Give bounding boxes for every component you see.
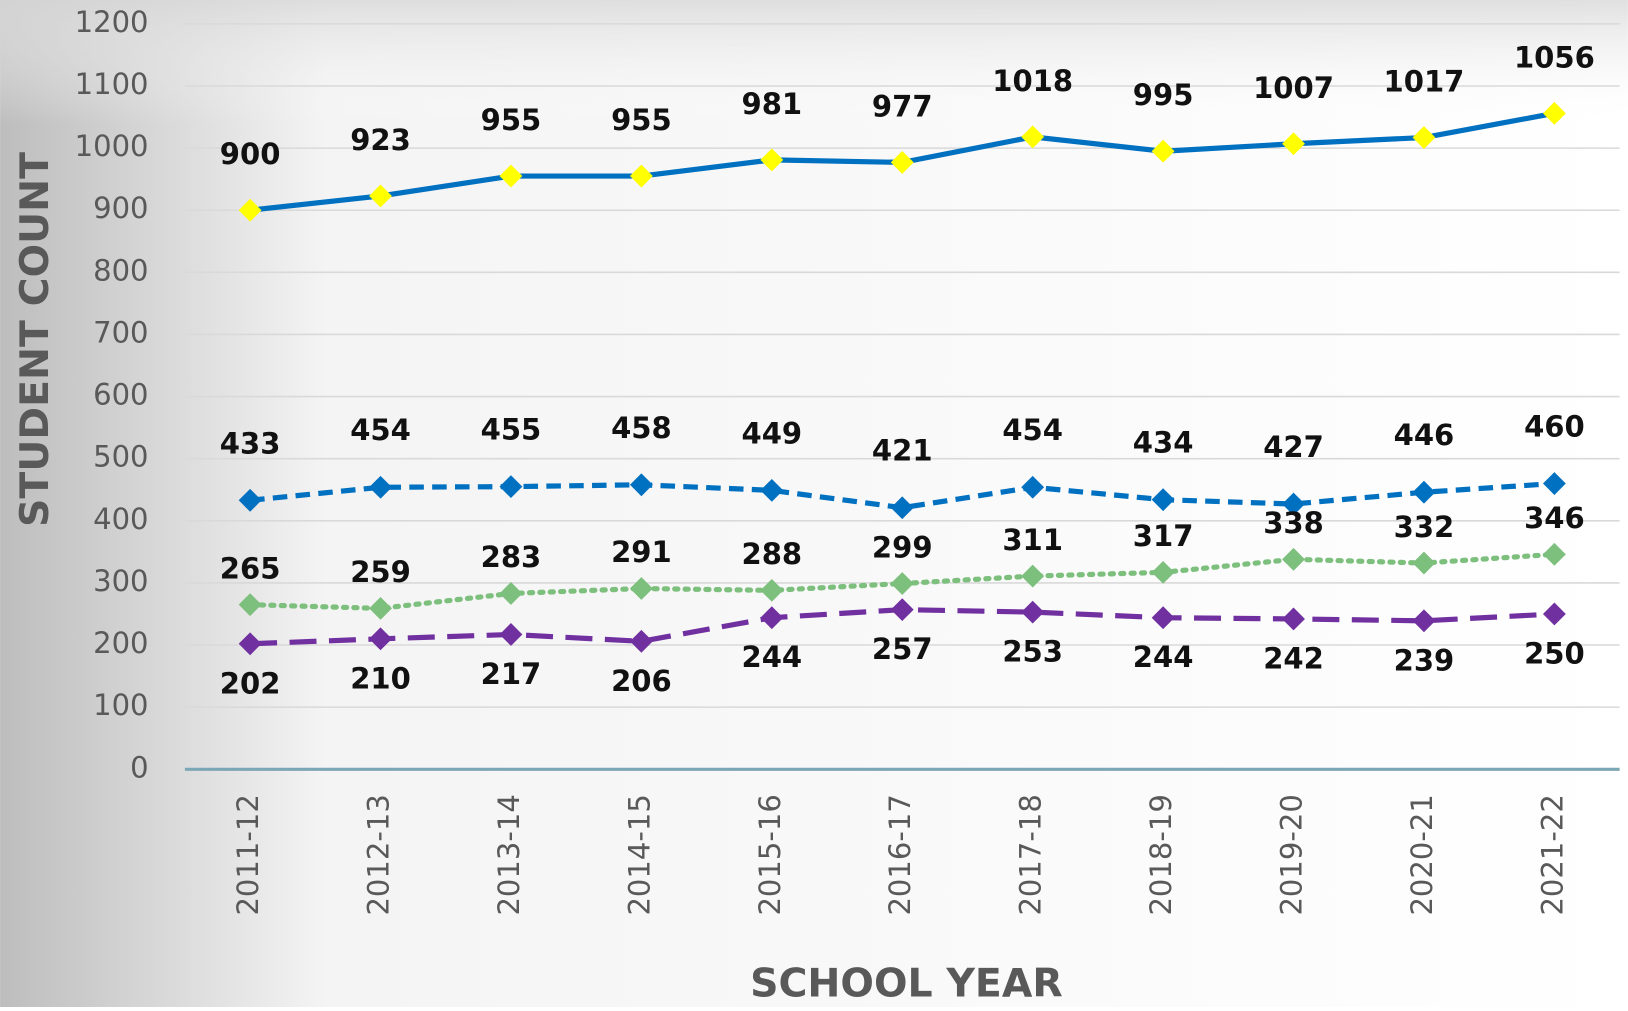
data-label: 217 (481, 657, 542, 691)
data-label: 1018 (992, 64, 1073, 98)
x-tick-label: 2021-22 (1535, 794, 1569, 915)
y-tick-label: 700 (93, 315, 148, 349)
y-tick-label: 200 (93, 626, 148, 660)
data-label: 283 (481, 540, 542, 574)
data-label: 244 (1133, 640, 1194, 674)
data-label: 460 (1524, 410, 1585, 444)
y-tick-label: 1100 (75, 67, 149, 101)
y-tick-label: 1200 (75, 5, 149, 39)
data-label: 1007 (1253, 71, 1334, 105)
x-tick-label: 2014-15 (622, 794, 656, 915)
data-label: 995 (1133, 78, 1194, 112)
data-label: 434 (1133, 426, 1194, 460)
data-label: 421 (872, 434, 933, 468)
data-label: 923 (350, 123, 411, 157)
x-tick-label: 2011-12 (231, 794, 265, 915)
data-label: 253 (1002, 635, 1063, 669)
data-label: 458 (611, 411, 672, 445)
x-tick-label: 2019-20 (1275, 794, 1309, 915)
data-label: 288 (741, 537, 802, 571)
data-label: 250 (1524, 637, 1585, 671)
y-tick-label: 0 (130, 750, 148, 784)
data-label: 244 (741, 640, 802, 674)
x-tick-label: 2020-21 (1405, 794, 1439, 915)
data-label: 955 (611, 103, 672, 137)
data-label: 900 (220, 137, 281, 171)
y-tick-label: 300 (93, 564, 148, 598)
data-label: 1017 (1384, 65, 1465, 99)
x-tick-label: 2013-14 (492, 794, 526, 915)
x-tick-label: 2016-17 (883, 794, 917, 915)
data-label: 202 (220, 666, 281, 700)
x-tick-label: 2017-18 (1014, 794, 1048, 915)
y-tick-label: 800 (93, 253, 148, 287)
y-tick-label: 500 (93, 440, 148, 474)
data-label: 427 (1263, 430, 1324, 464)
data-label: 265 (220, 551, 281, 585)
data-label: 291 (611, 535, 672, 569)
x-tick-label: 2012-13 (362, 794, 396, 915)
data-label: 311 (1002, 523, 1063, 557)
data-label: 332 (1394, 510, 1455, 544)
y-tick-label: 100 (93, 688, 148, 722)
data-label: 239 (1394, 643, 1455, 677)
y-tick-label: 1000 (75, 129, 149, 163)
y-tick-label: 600 (93, 378, 148, 412)
data-label: 259 (350, 555, 411, 589)
data-label: 338 (1263, 506, 1324, 540)
background-top (0, 0, 1628, 125)
x-tick-label: 2015-16 (753, 794, 787, 915)
data-label: 346 (1524, 501, 1585, 535)
data-label: 317 (1133, 519, 1194, 553)
chart: SCHOOL YEAR STUDENT COUNT 0 100 200 300 400 5… (0, 0, 1628, 1007)
data-label: 981 (741, 87, 802, 121)
page: {"chart_data": {"type": "line", "x_label… (0, 0, 1628, 1007)
data-label: 454 (1002, 413, 1063, 447)
y-tick-label: 400 (93, 502, 148, 536)
data-label: 299 (872, 530, 933, 564)
data-label: 257 (872, 632, 933, 666)
y-tick-label: 900 (93, 191, 148, 225)
x-tick-label: 2018-19 (1144, 794, 1178, 915)
data-label: 977 (872, 89, 933, 123)
data-label: 455 (481, 413, 542, 447)
data-label: 242 (1263, 641, 1324, 675)
x-axis-title: SCHOOL YEAR (750, 961, 1063, 1007)
data-label: 449 (741, 416, 802, 450)
data-label: 1056 (1514, 40, 1595, 74)
data-label: 955 (481, 103, 542, 137)
data-label: 446 (1394, 418, 1455, 452)
data-label: 454 (350, 413, 411, 447)
data-label: 433 (220, 426, 281, 460)
data-label: 206 (611, 664, 672, 698)
data-label: 210 (350, 661, 411, 695)
y-axis-title: STUDENT COUNT (12, 152, 58, 527)
